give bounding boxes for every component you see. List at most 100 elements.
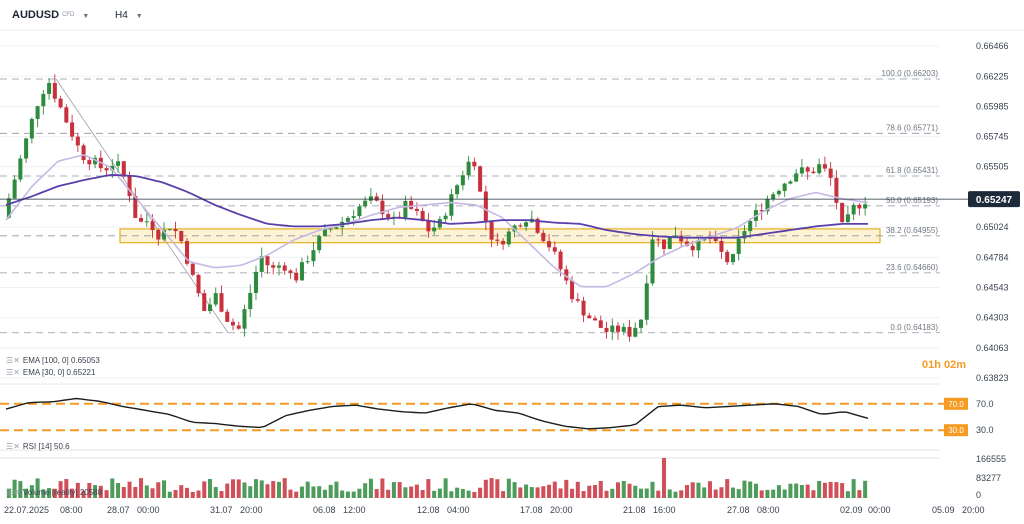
candle-up bbox=[47, 83, 52, 94]
fib-label: 100.0 (0.66203) bbox=[882, 69, 939, 78]
ema30-legend[interactable]: ☰✕ EMA [30, 0] 0.65221 bbox=[6, 368, 96, 377]
settings-icon[interactable]: ☰✕ bbox=[6, 368, 20, 377]
grid-lines bbox=[0, 29, 1024, 459]
candle-down bbox=[518, 225, 523, 227]
volume-bar-up bbox=[47, 488, 52, 498]
candle-up bbox=[667, 236, 672, 249]
volume-bar-up bbox=[334, 481, 339, 498]
volume-bar-down bbox=[70, 488, 75, 498]
symbol-selector[interactable]: AUDUSD CFD ▼ bbox=[12, 9, 89, 21]
candle-down bbox=[535, 218, 540, 233]
volume-bar-up bbox=[788, 483, 793, 498]
candle-down bbox=[593, 318, 598, 321]
volume-bar-down bbox=[230, 479, 236, 498]
timeframe-selector[interactable]: H4 ▼ bbox=[115, 10, 143, 21]
price-tick-label: 0.63823 bbox=[976, 373, 1009, 383]
candle-up bbox=[368, 196, 373, 201]
candle-up bbox=[443, 215, 448, 220]
price-tick-label: 0.66225 bbox=[976, 71, 1009, 81]
fib-label: 23.6 (0.64660) bbox=[886, 263, 938, 272]
volume-bar-down bbox=[828, 481, 833, 498]
volume-bar-down bbox=[564, 479, 569, 498]
volume-bar-up bbox=[317, 486, 322, 498]
volume-legend[interactable]: ☰✕ Volume [reality] 20588 bbox=[6, 488, 103, 497]
volume-bar-down bbox=[616, 482, 621, 498]
volume-bar-down bbox=[380, 478, 385, 498]
volume-bar-down bbox=[386, 489, 391, 498]
volume-bar-down bbox=[656, 490, 661, 498]
chevron-down-icon[interactable]: ▼ bbox=[135, 13, 143, 20]
candle-countdown: 01h 02m bbox=[922, 359, 967, 371]
volume-bar-down bbox=[139, 478, 144, 498]
volume-bar-up bbox=[35, 478, 40, 498]
price-tick-label: 0.64303 bbox=[976, 313, 1009, 323]
candle-down bbox=[70, 122, 75, 137]
volume-bar-up bbox=[403, 487, 408, 498]
candle-down bbox=[759, 210, 764, 212]
volume-bar-up bbox=[311, 486, 316, 498]
volume-bar-up bbox=[276, 481, 281, 498]
volume-bar-up bbox=[144, 485, 149, 498]
volume-bar-down bbox=[236, 479, 241, 498]
volume-bar-up bbox=[305, 481, 310, 498]
settings-icon[interactable]: ☰✕ bbox=[6, 356, 20, 365]
time-axis[interactable]: 22.07.2025 08:00 28.07 00:00 31.07 20:00 06.08… bbox=[4, 505, 985, 515]
volume-bar-down bbox=[840, 483, 845, 498]
volume-bar-up bbox=[437, 488, 442, 498]
fib-label: 50.0 (0.65193) bbox=[886, 196, 938, 205]
candle-down bbox=[684, 241, 689, 246]
volume-bar-down bbox=[719, 487, 724, 498]
volume-bar-up bbox=[529, 487, 534, 498]
volume-bar-down bbox=[593, 485, 598, 498]
candle-down bbox=[828, 168, 833, 178]
chevron-down-icon[interactable]: ▼ bbox=[82, 13, 90, 20]
volume-bar-down bbox=[857, 490, 862, 498]
volume-bar-down bbox=[552, 481, 557, 498]
candle-down bbox=[541, 232, 546, 242]
volume-bar-down bbox=[156, 482, 161, 498]
volume-bar-down bbox=[179, 485, 184, 498]
candle-down bbox=[581, 300, 586, 316]
rsi-70-tag-label: 70.0 bbox=[948, 400, 964, 409]
candle-up bbox=[334, 227, 339, 229]
time-tick-label: 00:00 bbox=[137, 505, 160, 515]
volume-bar-down bbox=[127, 481, 132, 498]
volume-bar-down bbox=[547, 484, 552, 498]
volume-bar-down bbox=[690, 482, 695, 498]
candle-up bbox=[851, 204, 856, 215]
candle-up bbox=[845, 214, 850, 223]
candle-down bbox=[225, 311, 230, 322]
price-axis[interactable]: 0.66466 0.66225 0.65985 0.65745 0.65505 0.650… bbox=[976, 41, 1009, 383]
candle-up bbox=[351, 216, 356, 218]
time-tick-label: 02.09 bbox=[840, 505, 863, 515]
settings-icon[interactable]: ☰✕ bbox=[6, 442, 20, 451]
volume-bar-down bbox=[133, 486, 138, 498]
volume-bar-down bbox=[190, 491, 195, 498]
volume-bar-up bbox=[748, 481, 753, 498]
volume-bar-down bbox=[75, 482, 80, 498]
volume-bar-up bbox=[253, 479, 258, 498]
ema100-line bbox=[5, 174, 868, 239]
candle-up bbox=[311, 250, 316, 262]
candle-up bbox=[345, 217, 350, 222]
candle-up bbox=[322, 228, 327, 237]
settings-icon[interactable]: ☰✕ bbox=[6, 488, 20, 497]
ema100-legend[interactable]: ☰✕ EMA [100, 0] 0.65053 bbox=[6, 356, 100, 365]
candle-up bbox=[736, 238, 741, 254]
volume-bar-up bbox=[110, 478, 115, 498]
candle-up bbox=[788, 181, 793, 184]
candle-up bbox=[259, 256, 264, 272]
candle-down bbox=[426, 220, 431, 232]
volume-bar-up bbox=[29, 485, 34, 498]
volume-bar-up bbox=[782, 489, 787, 498]
rsi-legend[interactable]: ☰✕ RSI [14] 50.6 bbox=[6, 442, 70, 451]
volume-bar-up bbox=[41, 489, 46, 498]
candle-down bbox=[420, 210, 425, 221]
time-tick-label: 05.09 bbox=[932, 505, 955, 515]
candle-down bbox=[104, 168, 109, 171]
candle-down bbox=[139, 218, 144, 222]
volume-bar-up bbox=[845, 491, 850, 498]
volume-bar-up bbox=[460, 488, 465, 498]
candle-up bbox=[449, 194, 454, 216]
